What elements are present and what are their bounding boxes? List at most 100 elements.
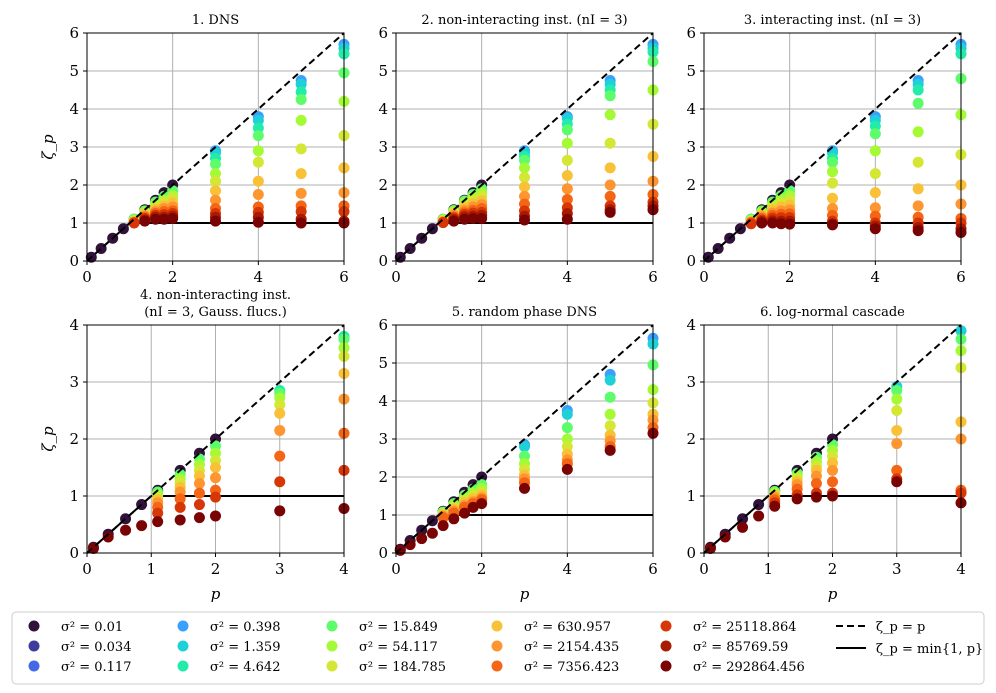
data-point [869, 145, 881, 157]
data-point [561, 422, 573, 434]
data-point [519, 482, 530, 494]
data-point [210, 158, 221, 170]
data-point [210, 472, 221, 484]
x-tick-label: 4 [563, 268, 573, 286]
data-point [295, 168, 307, 180]
y-tick-label: 1 [686, 214, 696, 232]
legend-marker [491, 660, 503, 672]
data-point [561, 137, 573, 149]
data-point [827, 192, 838, 204]
data-point [561, 193, 573, 205]
data-point [295, 217, 307, 229]
y-tick-label: 4 [69, 100, 79, 118]
data-point [210, 462, 221, 473]
legend-marker [177, 640, 189, 652]
x-axis-label: p [211, 585, 221, 603]
data-point [274, 476, 286, 488]
y-tick-label: 3 [69, 138, 79, 156]
y-tick-label: 2 [686, 176, 696, 194]
data-point [604, 179, 616, 191]
data-point [274, 450, 286, 462]
y-tick-label: 0 [69, 252, 79, 270]
diag-line [395, 324, 654, 554]
legend-marker [177, 620, 189, 632]
y-tick-label: 2 [69, 176, 79, 194]
data-point [604, 90, 616, 102]
x-tick-label: 2 [477, 560, 487, 578]
legend-marker [660, 640, 672, 652]
x-tick-label: 6 [956, 268, 966, 286]
x-tick-label: 6 [648, 268, 658, 286]
legend-label: σ² = 0.01 [61, 620, 123, 635]
data-point [769, 500, 781, 512]
data-point [158, 213, 170, 225]
data-point [869, 128, 881, 140]
y-tick-label: 5 [378, 354, 388, 372]
data-point [459, 507, 471, 519]
data-point [891, 464, 903, 476]
panel-title: 5. random phase DNS [452, 305, 597, 320]
x-axis-label: p [828, 585, 838, 603]
y-tick-label: 0 [686, 252, 696, 270]
data-point [519, 214, 530, 226]
panel-1: 0 2 4 6 0 1 2 3 4 5 6 1. DNS ζ_p [39, 13, 350, 286]
panel-title: 6. log-normal cascade [760, 305, 905, 320]
legend-marker [28, 660, 40, 672]
data-point [416, 533, 428, 545]
data-point [891, 476, 903, 488]
data-point [869, 187, 881, 199]
data-point [756, 217, 768, 229]
data-point [295, 78, 307, 90]
data-point [252, 114, 264, 126]
legend-marker [491, 640, 503, 652]
legend-marker [491, 620, 503, 632]
data-point [274, 399, 286, 411]
legend-label: σ² = 4.642 [210, 660, 280, 675]
data-point [295, 206, 307, 218]
data-point [295, 114, 307, 126]
data-point [252, 189, 264, 200]
data-point [719, 531, 731, 543]
data-point [152, 507, 164, 519]
x-tick-label: 0 [82, 560, 92, 578]
y-tick-label: 4 [686, 316, 696, 334]
data-point [128, 217, 140, 229]
data-point [767, 217, 779, 229]
x-tick-label: 1 [763, 560, 773, 578]
y-tick-label: 5 [686, 62, 696, 80]
legend-label: σ² = 2154.435 [524, 640, 619, 655]
x-tick-label: 6 [648, 560, 658, 578]
data-point [459, 213, 471, 225]
data-point [561, 124, 573, 136]
data-point [561, 463, 573, 475]
data-point [139, 215, 151, 227]
legend-label: σ² = 1.359 [210, 640, 280, 655]
data-point [210, 510, 221, 522]
legend-marker [660, 660, 672, 672]
data-point [912, 97, 924, 109]
data-point [604, 391, 616, 403]
y-tick-label: 2 [69, 430, 79, 448]
panel-2: 0 2 4 6 0 1 2 3 4 5 6 2. non-interacting inst. (nI … [378, 13, 659, 286]
data-point [753, 510, 765, 522]
y-tick-label: 0 [378, 544, 388, 562]
legend-marker [28, 640, 40, 652]
data-point [252, 145, 264, 157]
legend-label: σ² = 25118.864 [693, 620, 797, 635]
x-tick-label: 2 [828, 560, 838, 578]
data-point [210, 168, 221, 180]
data-point [737, 521, 749, 533]
data-point [519, 171, 530, 183]
legend-marker [177, 660, 189, 672]
data-point [912, 126, 924, 138]
legend-label: ζ_p = p [876, 620, 925, 635]
y-tick-label: 3 [686, 138, 696, 156]
data-point [869, 168, 881, 180]
y-tick-label: 4 [378, 392, 388, 410]
data-point [891, 424, 903, 436]
data-point [274, 505, 286, 517]
legend-label: σ² = 184.785 [359, 660, 446, 675]
y-tick-label: 1 [378, 506, 388, 524]
data-point [912, 225, 924, 237]
y-tick-label: 3 [378, 138, 388, 156]
